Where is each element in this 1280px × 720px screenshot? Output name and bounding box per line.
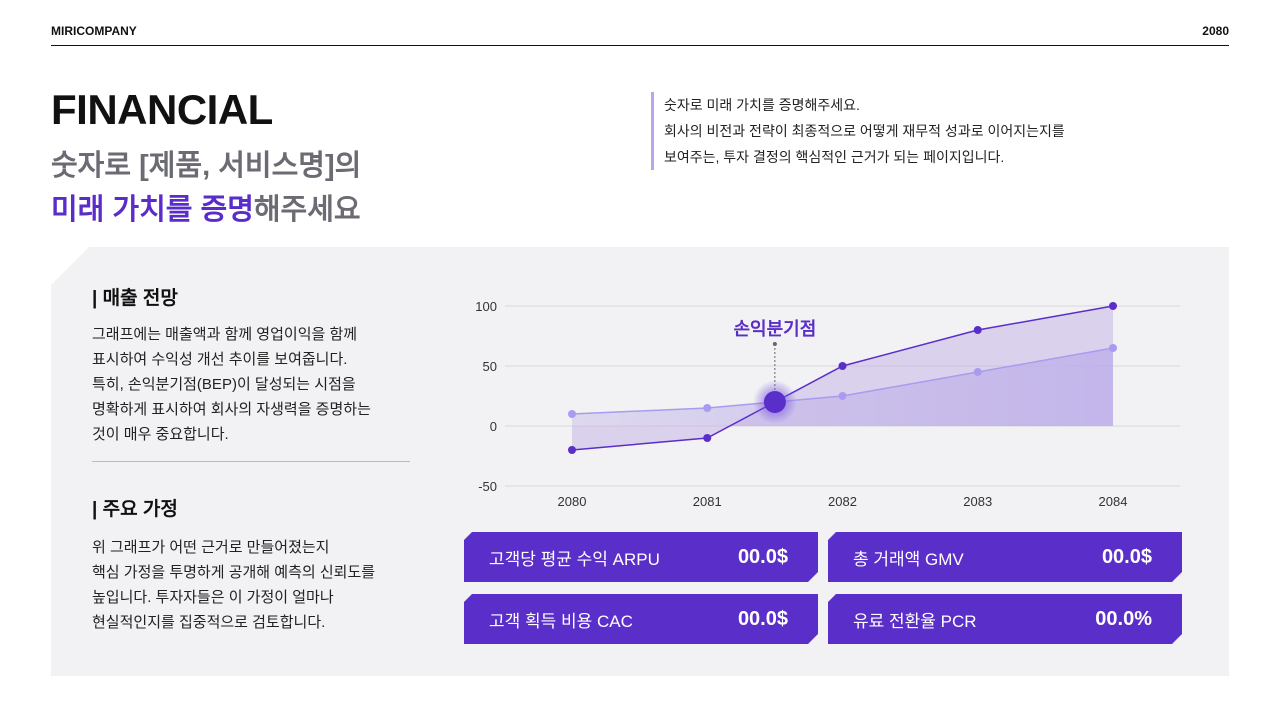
x-tick-label: 2081 <box>693 494 722 509</box>
text-line: 것이 매우 중요합니다. <box>92 426 229 443</box>
x-tick-label: 2080 <box>558 494 587 509</box>
kpi-value: 00.0$ <box>1101 545 1152 568</box>
kpi-card-pcr: 유료 전환율 PCR 00.0% <box>828 594 1182 644</box>
bep-marker <box>763 391 786 413</box>
data-point <box>703 434 712 442</box>
divider <box>92 461 410 462</box>
text-line: 현실적인지를 집중적으로 검토합니다. <box>92 614 326 631</box>
text-line: 표시하여 수익성 개선 추이를 보여줍니다. <box>92 351 348 368</box>
kpi-label: 고객당 평균 수익 ARPU <box>489 549 660 569</box>
x-tick-label: 2084 <box>1099 494 1128 509</box>
x-tick-label: 2083 <box>963 494 992 509</box>
data-point <box>568 446 576 454</box>
data-point <box>568 410 576 418</box>
kpi-label: 유료 전환율 PCR <box>853 611 977 631</box>
y-tick-label: 100 <box>475 299 497 314</box>
kpi-card-cac: 고객 획득 비용 CAC 00.0$ <box>464 594 818 644</box>
kpi-label: 총 거래액 GMV <box>853 549 964 569</box>
kpi-value: 00.0$ <box>737 545 788 568</box>
intro-line: 보여주는, 투자 결정의 핵심적인 근거가 되는 페이지입니다. <box>664 149 1005 165</box>
company-name: MIRICOMPANY <box>51 24 137 38</box>
year: 2080 <box>1202 24 1229 38</box>
data-point <box>973 326 982 334</box>
text-line: 핵심 가정을 투명하게 공개해 예측의 신뢰도를 <box>92 564 376 581</box>
text-line: 특히, 손익분기점(BEP)이 달성되는 시점을 <box>92 376 356 393</box>
section-title-assumptions: | 주요 가정 <box>92 499 178 520</box>
data-point <box>1109 302 1117 310</box>
kpi-card-gmv: 총 거래액 GMV 00.0$ <box>828 532 1182 582</box>
y-tick-label: 0 <box>490 419 497 434</box>
subtitle-rest: 해주세요 <box>253 194 361 226</box>
y-tick-label: -50 <box>478 479 497 494</box>
top-bar: MIRICOMPANY 2080 <box>51 24 1229 46</box>
data-point <box>838 392 847 400</box>
intro-line: 숫자로 미래 가치를 증명해주세요. <box>664 97 860 113</box>
section-title-revenue: | 매출 전망 <box>92 288 178 309</box>
annotation-dot <box>772 342 777 346</box>
text-line: 그래프에는 매출액과 함께 영업이익을 함께 <box>92 326 358 343</box>
subtitle: 숫자로 [제품, 서비스명]의 미래 가치를 증명해주세요 <box>51 144 361 232</box>
series-area <box>572 306 1113 450</box>
kpi-value: 00.0% <box>1095 607 1152 630</box>
bep-label: 손익분기점 <box>733 319 816 340</box>
x-tick-label: 2082 <box>828 494 857 509</box>
data-point <box>703 404 712 412</box>
data-point <box>973 368 982 376</box>
text-line: 위 그래프가 어떤 근거로 만들어졌는지 <box>92 539 330 556</box>
intro-line: 회사의 비전과 전략이 최종적으로 어떻게 재무적 성과로 이어지는지를 <box>664 123 1065 139</box>
page-title: FINANCIAL <box>51 86 273 133</box>
intro-text: 숫자로 미래 가치를 증명해주세요. 회사의 비전과 전략이 최종적으로 어떻게… <box>651 92 1065 170</box>
section-text-revenue: 그래프에는 매출액과 함께 영업이익을 함께 표시하여 수익성 개선 추이를 보… <box>92 322 371 447</box>
section-text-assumptions: 위 그래프가 어떤 근거로 만들어졌는지 핵심 가정을 투명하게 공개해 예측의… <box>92 535 375 635</box>
data-point <box>838 362 847 370</box>
subtitle-line1: 숫자로 [제품, 서비스명]의 <box>51 150 362 182</box>
y-tick-label: 50 <box>483 359 497 374</box>
text-line: 높입니다. 투자자들은 이 가정이 얼마나 <box>92 589 334 606</box>
kpi-value: 00.0$ <box>737 607 788 630</box>
kpi-card-arpu: 고객당 평균 수익 ARPU 00.0$ <box>464 532 818 582</box>
text-line: 명확하게 표시하여 회사의 자생력을 증명하는 <box>92 401 371 418</box>
kpi-label: 고객 획득 비용 CAC <box>489 611 633 631</box>
data-point <box>1109 344 1117 352</box>
subtitle-accent: 미래 가치를 증명 <box>51 194 254 226</box>
